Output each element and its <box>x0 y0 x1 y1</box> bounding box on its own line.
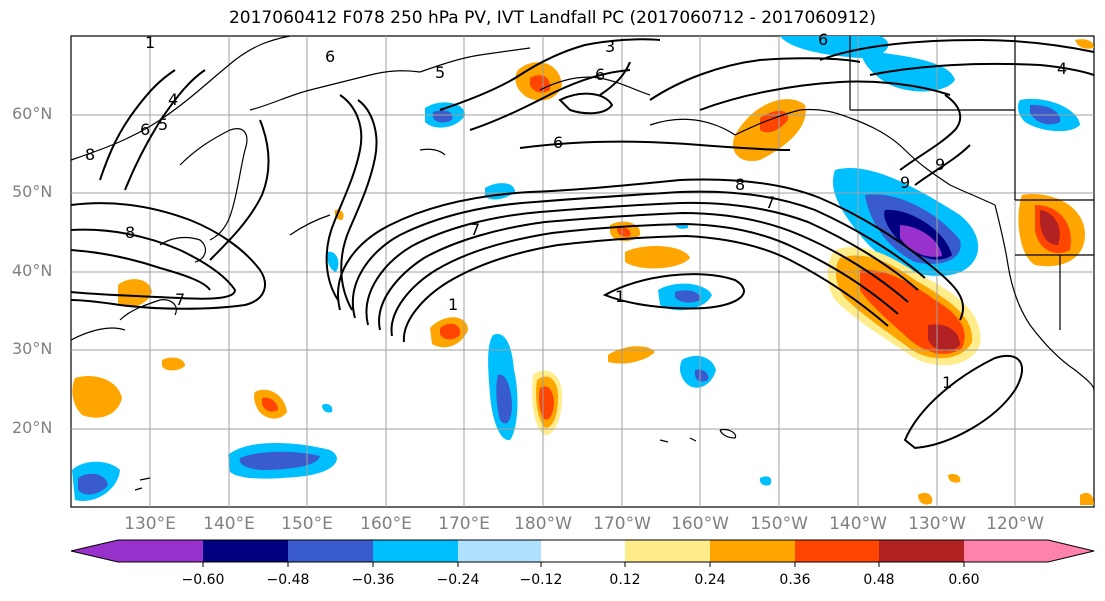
positive-anomaly <box>617 227 631 237</box>
colorbar-extend-min <box>71 540 118 562</box>
negative-anomaly <box>675 290 701 303</box>
lon-label: 150°W <box>750 514 808 534</box>
lat-label: 40°N <box>12 261 53 280</box>
negative-anomaly <box>322 403 333 413</box>
contour-label: 1 <box>942 373 952 392</box>
colorbar-tick-label: 0.60 <box>948 572 980 588</box>
lon-label: 140°W <box>829 514 887 534</box>
colorbar-tick-label: −0.36 <box>351 572 395 588</box>
negative-anomaly <box>239 451 320 470</box>
lon-label: 180°W <box>514 514 572 534</box>
contour-label: 1 <box>615 287 625 306</box>
lon-label: 170°E <box>438 514 490 534</box>
positive-anomaly <box>928 324 960 352</box>
gridlines <box>71 36 1094 507</box>
negative-anomaly <box>759 476 772 486</box>
contour-label: 7 <box>175 290 185 309</box>
colorbar-extend-max <box>1048 540 1094 562</box>
colorbar-tick-label: −0.12 <box>519 572 563 588</box>
pv-contours <box>70 38 1095 450</box>
positive-anomaly <box>948 473 961 483</box>
lon-label: 130°E <box>124 514 176 534</box>
contour-label: 7 <box>470 220 480 239</box>
lat-label: 50°N <box>12 182 53 201</box>
colorbar-tick-label: −0.48 <box>266 572 310 588</box>
contour-label: 4 <box>1057 59 1067 78</box>
contour-labels: 3 4 5 6 6 8 9 7 1 1 6 8 4 8 6 7 7 6 9 1 … <box>85 30 1067 392</box>
contour-label: 1 <box>448 295 458 314</box>
positive-anomaly <box>608 346 655 364</box>
positive-anomaly <box>1040 210 1060 245</box>
negative-anomaly <box>496 374 512 424</box>
coastlines <box>70 35 1095 491</box>
positive-anomaly <box>625 246 690 269</box>
lat-label: 30°N <box>12 339 53 358</box>
negative-anomaly <box>695 369 709 382</box>
shading-layer <box>72 36 1094 505</box>
map-title: 2017060412 F078 250 hPa PV, IVT Landfall… <box>228 8 876 28</box>
colorbar-tick-label: −0.24 <box>436 572 480 588</box>
positive-anomaly <box>118 279 152 308</box>
lon-label: 140°E <box>203 514 255 534</box>
contour-label: 3 <box>605 37 615 56</box>
colorbar-tick-label: 0.24 <box>694 572 726 588</box>
negative-anomaly <box>78 473 108 495</box>
positive-anomaly <box>918 492 933 505</box>
contour-label: 5 <box>158 115 168 134</box>
contour-label: 6 <box>140 120 150 139</box>
lat-label: 20°N <box>12 418 53 437</box>
lon-label: 120°W <box>986 514 1044 534</box>
colorbar-tick-label: 0.12 <box>609 572 641 588</box>
lon-label: 160°W <box>671 514 729 534</box>
colorbar-tick-label: 0.36 <box>779 572 811 588</box>
contour-label: 9 <box>900 173 910 192</box>
positive-anomaly <box>262 397 278 412</box>
contour-label: 8 <box>125 223 135 242</box>
contour-label: 6 <box>818 30 828 49</box>
lon-label: 170°W <box>593 514 651 534</box>
negative-anomaly <box>327 251 339 272</box>
negative-anomaly <box>860 50 955 92</box>
contour-label: 4 <box>168 90 178 109</box>
contour-label: 9 <box>935 155 945 174</box>
positive-anomaly <box>1080 492 1094 505</box>
lon-label: 160°E <box>360 514 412 534</box>
contour-label: 8 <box>735 175 745 194</box>
positive-anomaly <box>1075 39 1094 49</box>
contour-label: 7 <box>765 193 775 212</box>
positive-anomaly <box>440 323 461 340</box>
contour-label: 6 <box>325 47 335 66</box>
lon-label: 130°W <box>908 514 966 534</box>
contour-label: 5 <box>435 63 445 82</box>
colorbar-tick-label: −0.60 <box>181 572 225 588</box>
lat-label: 60°N <box>12 104 53 123</box>
lon-label: 150°E <box>281 514 333 534</box>
positive-anomaly <box>72 376 122 418</box>
contour-label: 6 <box>595 65 605 84</box>
colorbar-tick-label: 0.48 <box>863 572 895 588</box>
contour-label: 1 <box>145 33 155 52</box>
positive-anomaly <box>162 357 185 371</box>
contour-label: 8 <box>85 145 95 164</box>
negative-anomaly <box>900 225 942 257</box>
colorbar <box>70 539 1095 567</box>
negative-anomaly <box>433 110 453 123</box>
contour-label: 6 <box>553 133 563 152</box>
